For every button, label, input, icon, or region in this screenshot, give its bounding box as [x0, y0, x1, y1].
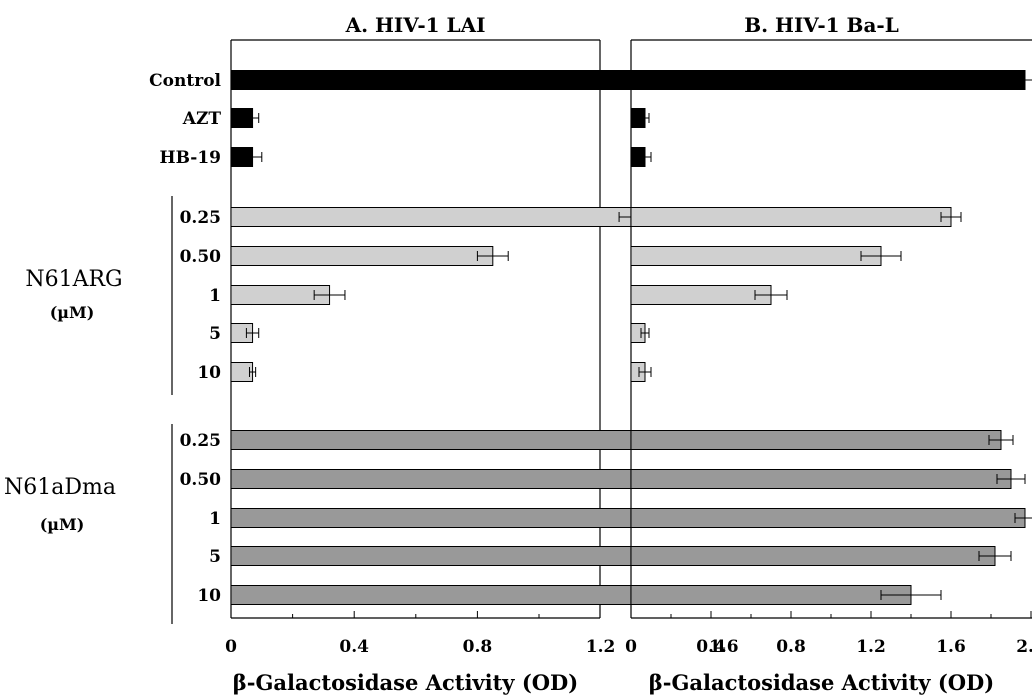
bar	[630, 430, 1002, 450]
bar	[630, 246, 882, 266]
x-tick-label: 0	[225, 637, 237, 657]
bar	[230, 207, 648, 227]
group-unit: (µM)	[50, 303, 95, 322]
bar	[630, 70, 1026, 90]
x-tick-label: 0.8	[463, 637, 493, 657]
panel-title: B. HIV-1 Ba-L	[744, 13, 899, 37]
row-label: Control	[149, 71, 221, 91]
panel-b: B. HIV-1 Ba-L 0 0.4 0.8 1.2 1.6 2.0 β-Galactosi…	[625, 13, 1032, 695]
x-tick-label: 1.6	[936, 637, 966, 657]
bar	[630, 546, 996, 566]
bar	[230, 246, 494, 266]
bar	[630, 469, 1012, 489]
shared-labels: N61ARG (µM) N61aDma (µM)	[4, 196, 173, 624]
row-label: 5	[209, 547, 221, 567]
group-label: N61aDma	[4, 475, 116, 500]
panel-title: A. HIV-1 LAI	[345, 13, 486, 37]
row-label: 5	[209, 324, 221, 344]
bar	[230, 585, 679, 605]
group-unit: (µM)	[40, 515, 85, 534]
row-label: 1	[209, 509, 221, 529]
row-label: AZT	[182, 109, 222, 129]
x-tick-label: 0.4	[339, 637, 369, 657]
bar	[630, 508, 1026, 528]
x-tick-label: 0.8	[776, 637, 806, 657]
row-label: HB-19	[160, 148, 221, 168]
row-label: 0.50	[180, 247, 222, 267]
bar	[630, 207, 952, 227]
row-label: 1	[209, 286, 221, 306]
x-tick-label: 1.2	[586, 637, 616, 657]
bar	[630, 285, 772, 305]
row-label: 0.50	[180, 470, 222, 490]
row-label: 0.25	[180, 208, 221, 228]
x-tick-label: 1.6	[709, 637, 739, 657]
row-label: 0.25	[180, 431, 221, 451]
x-axis-label: β-Galactosidase Activity (OD)	[649, 670, 994, 695]
panel-a: A. HIV-1 LAI 0 0.4 0.8 1.2 1.6 β-Galactosidase…	[149, 13, 774, 695]
row-label: 10	[197, 586, 221, 606]
x-tick-label: 0	[625, 637, 637, 657]
group-label: N61ARG	[25, 267, 122, 292]
bar	[630, 585, 912, 605]
x-tick-label: 1.2	[856, 637, 886, 657]
x-tick-label: 0.4	[696, 637, 726, 657]
x-axis-label: β-Galactosidase Activity (OD)	[233, 670, 578, 695]
x-tick-label: 2.0	[1016, 637, 1032, 657]
row-label: 10	[197, 363, 221, 383]
